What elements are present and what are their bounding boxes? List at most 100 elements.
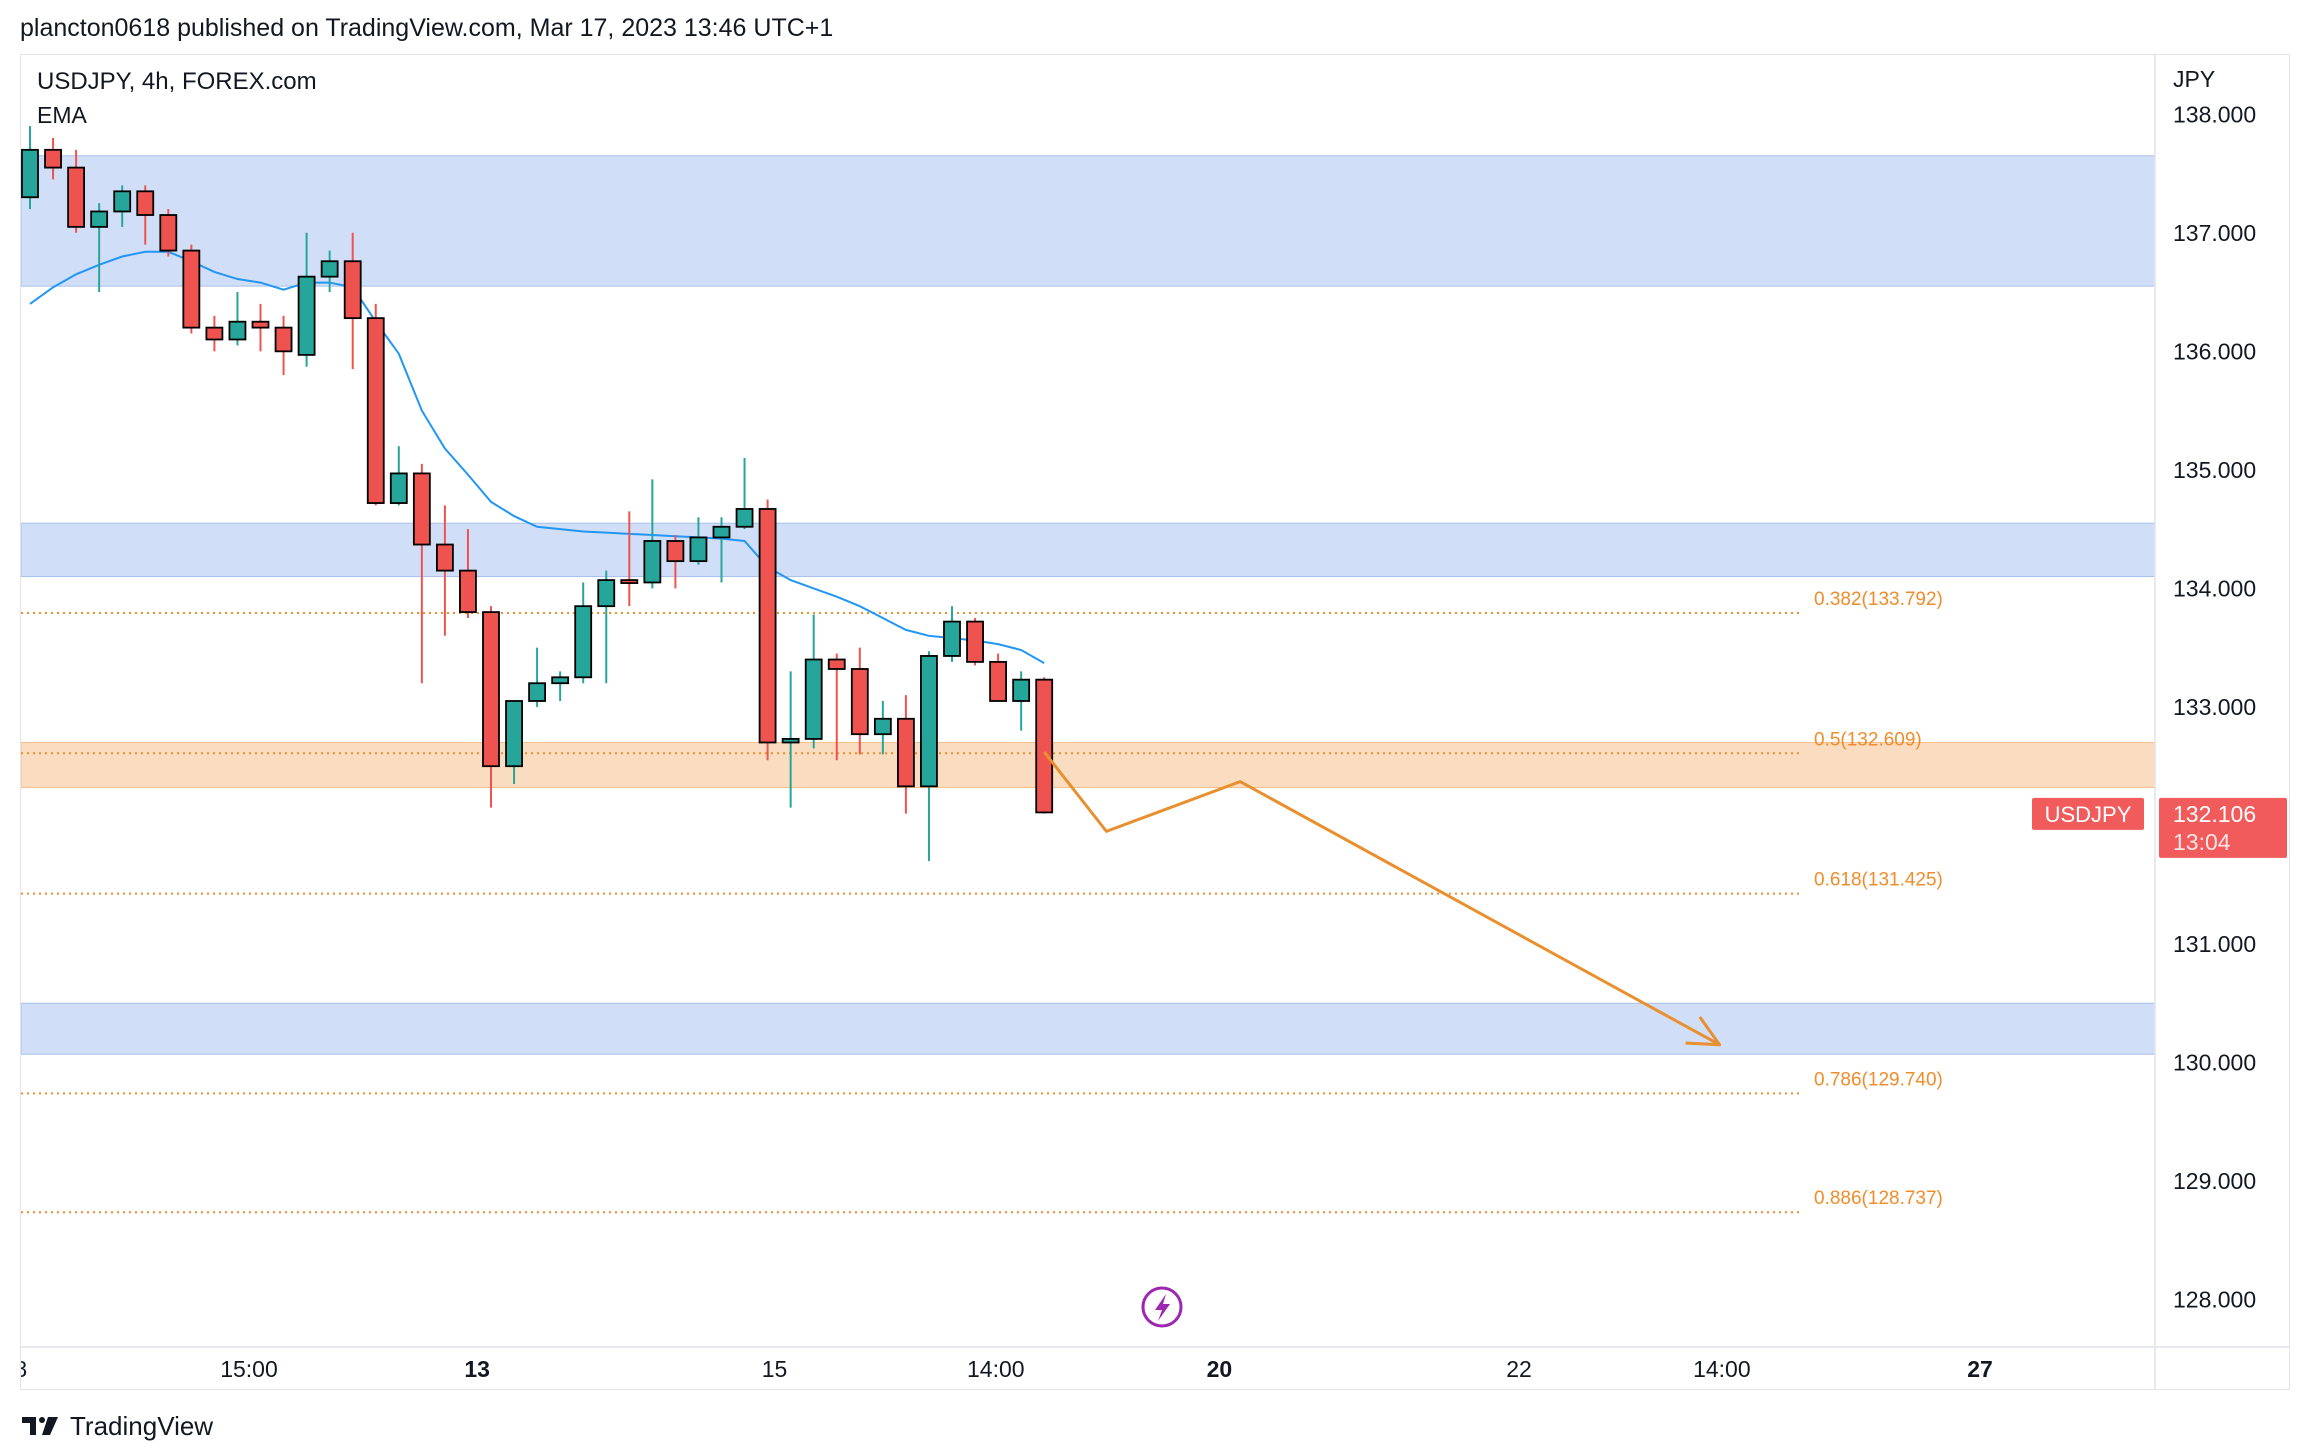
time-tick-label: 22: [1506, 1356, 1532, 1382]
price-tick-label: 129.000: [2173, 1168, 2256, 1194]
candle-39: [920, 651, 938, 862]
candle-body: [505, 700, 523, 768]
projection-arrowhead: [1685, 1016, 1722, 1047]
lightning-icon: [1141, 1286, 1183, 1328]
chart-canvas[interactable]: 0.382(133.792) 0.5(132.609) 0.618(131.425)…: [14, 55, 2289, 1389]
publish-line: plancton0618 published on TradingView.co…: [20, 14, 834, 42]
candle-19: [459, 529, 477, 619]
candle-13: [320, 250, 339, 293]
price-tick-label: 135.000: [2173, 457, 2256, 483]
candle-body: [274, 326, 293, 353]
candle-body: [113, 190, 132, 213]
candle-41: [966, 618, 984, 666]
tradingview-logo-icon: [22, 1417, 58, 1435]
candle-body: [182, 249, 201, 329]
candle-body: [297, 275, 316, 356]
candle-22: [528, 647, 547, 707]
time-tick-label: 20: [1207, 1356, 1233, 1382]
candle-32: [758, 499, 777, 761]
candle-40: [943, 606, 961, 662]
currency-label: JPY: [2173, 66, 2215, 92]
candle-body: [666, 540, 685, 563]
candle-14: [343, 232, 362, 370]
candle-33: [781, 671, 800, 808]
candle-body: [574, 605, 593, 679]
projection-path: [1043, 751, 1721, 1047]
candle-countdown: 13:04: [2173, 829, 2231, 855]
candle-body: [435, 543, 454, 572]
last-price-value: 132.106: [2173, 801, 2256, 827]
time-tick-label: 15: [762, 1356, 788, 1382]
candle-body: [712, 525, 731, 539]
time-tick-label: 27: [1967, 1356, 1993, 1382]
symbol-title: USDJPY, 4h, FOREX.com: [37, 68, 317, 95]
time-tick-label: 14:00: [1693, 1356, 1751, 1382]
candle-38: [897, 695, 915, 814]
candle-15: [366, 303, 385, 506]
price-tick-label: 134.000: [2173, 575, 2256, 601]
price-tick-label: 131.000: [2173, 931, 2256, 957]
price-tick-label: 136.000: [2173, 338, 2256, 364]
fib-level-label-4: 0.886(128.737): [1814, 1188, 1943, 1209]
candle-body: [620, 579, 639, 584]
candle-28: [666, 535, 685, 589]
candle-body: [943, 620, 961, 657]
candle-23: [551, 671, 570, 701]
footer-brand: TradingView: [70, 1410, 214, 1441]
candle-body: [989, 660, 1007, 702]
candle-body: [228, 320, 247, 341]
indicator-label: EMA: [37, 102, 88, 128]
candle-body: [389, 472, 408, 504]
candle-17: [412, 463, 431, 684]
candle-body: [205, 326, 224, 341]
candle-3: [90, 203, 109, 293]
fib-level-label-1: 0.5(132.609): [1814, 729, 1922, 750]
currency-label-bg: [2161, 61, 2287, 97]
candle-2: [67, 149, 85, 233]
price-tick-label: 138.000: [2173, 101, 2256, 127]
price-tick-label: 133.000: [2173, 694, 2256, 720]
candle-35: [827, 653, 846, 761]
chart-frame[interactable]: 0.382(133.792) 0.5(132.609) 0.618(131.425)…: [14, 54, 2290, 1390]
candle-body: [412, 472, 431, 546]
candle-44: [1035, 677, 1054, 814]
candle-body: [1035, 678, 1054, 814]
candle-0: [21, 126, 39, 210]
price-tick-label: 128.000: [2173, 1287, 2256, 1313]
candle-26: [620, 511, 639, 607]
candle-20: [482, 606, 500, 808]
candle-body: [551, 676, 570, 685]
time-tick-label: 14:00: [967, 1356, 1025, 1382]
candle-body: [1012, 678, 1031, 702]
time-tick-label: 8: [21, 1356, 27, 1382]
candle-body: [482, 611, 500, 768]
candle-body: [597, 579, 616, 608]
candle-43: [1012, 671, 1031, 731]
candle-16: [389, 446, 408, 506]
candle-body: [44, 148, 62, 169]
ema-line: [29, 250, 1045, 664]
candle-29: [689, 517, 708, 565]
candle-body: [873, 717, 892, 736]
candle-body: [90, 210, 109, 228]
candle-42: [989, 653, 1007, 702]
candle-body: [804, 658, 823, 740]
price-tick-label: 137.000: [2173, 220, 2256, 246]
fib-level-label-2: 0.618(131.425): [1814, 870, 1943, 891]
candle-5: [136, 185, 155, 245]
footer: TradingView: [20, 1406, 213, 1446]
fib-level-label-3: 0.786(129.740): [1814, 1069, 1943, 1090]
candle-body: [689, 536, 708, 563]
fib-level-label-0: 0.382(133.792): [1814, 589, 1943, 610]
candle-25: [597, 570, 616, 684]
candle-body: [827, 658, 846, 670]
candle-body: [320, 260, 339, 278]
candle-body: [459, 569, 477, 614]
candle-body: [643, 540, 662, 584]
candle-body: [781, 738, 800, 744]
candle-9: [228, 292, 247, 346]
candle-31: [735, 458, 754, 530]
candle-12: [297, 232, 316, 367]
candle-4: [113, 185, 132, 227]
candle-6: [159, 209, 178, 257]
